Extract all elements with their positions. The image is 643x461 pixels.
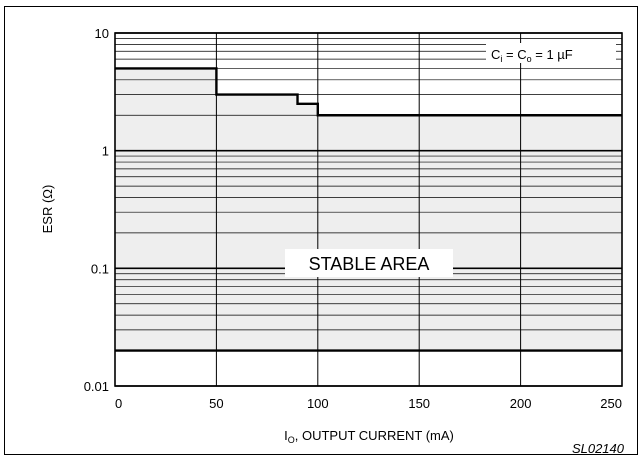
y-axis-label: ESR (Ω): [40, 185, 55, 234]
boundary-layer: [115, 67, 622, 352]
region-label-background: [285, 249, 453, 277]
stable-region-fill: [115, 68, 622, 351]
x-tick-label: 150: [408, 396, 430, 411]
x-tick-label: 200: [510, 396, 532, 411]
y-tick-label: 1: [102, 144, 109, 159]
plot-border: [114, 32, 623, 387]
x-tick-label: 100: [307, 396, 329, 411]
condition-label: Ci = Co = 1 µF: [491, 47, 573, 64]
stable-area-label: STABLE AREA: [309, 254, 430, 274]
x-tick-label: 50: [209, 396, 223, 411]
y-tick-label: 10: [95, 26, 109, 41]
x-tick-label: 250: [600, 396, 622, 411]
x-axis-label: IO, OUTPUT CURRENT (mA): [284, 428, 454, 445]
figure-frame: [4, 6, 638, 455]
condition-label-background: [486, 43, 616, 63]
grid-layer: [114, 32, 623, 387]
upper-stability-boundary: [115, 67, 622, 117]
stable-region-fill-layer: [115, 68, 622, 351]
x-tick-label: 0: [115, 396, 122, 411]
figure-code: SL02140: [572, 441, 625, 456]
y-tick-label: 0.1: [91, 261, 109, 276]
y-tick-label: 0.01: [84, 379, 109, 394]
